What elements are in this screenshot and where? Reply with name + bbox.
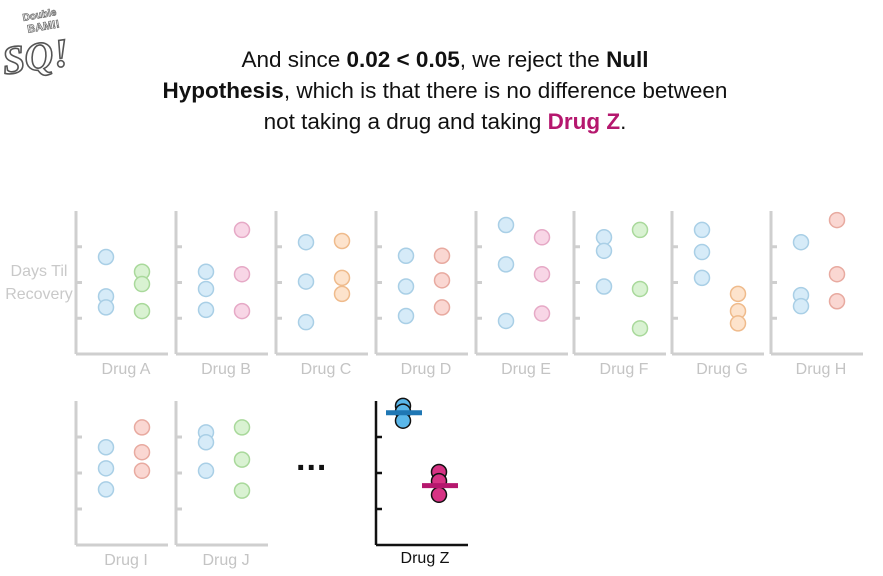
drug-c-control-point-3 [297,313,315,331]
drug-z-label: Drug Z [401,550,450,567]
drug-h-control-point-3 [792,297,810,315]
drug-c-drug-point-1 [333,232,351,250]
drug-i-control-point-3 [97,481,115,498]
headline-text-2: , we reject the [459,47,607,72]
sq-logo: Double BAM!! SQ! [2,7,72,82]
drug-b-drug-point-3 [233,302,251,320]
drug-g-drug-point-1 [729,285,747,303]
drug-e-control-point-3 [497,312,515,330]
drug-d-drug-point-3 [433,299,451,316]
drug-b-control-point-2 [197,280,215,298]
drug-e-label: Drug E [501,361,551,378]
drug-d-label: Drug D [401,361,452,378]
drug-j-drug-point-3 [233,482,251,499]
drug-a-control-point-1 [97,248,115,266]
drug-f-drug-point-3 [631,320,649,337]
drug-j-label: Drug J [202,552,249,569]
drug-d-control-point-3 [397,307,415,325]
drug-c-drug-point-3 [333,285,351,303]
drug-e-drug-point-1 [533,229,551,246]
drug-h-control-point-1 [792,233,810,251]
drug-b-drug-point-2 [233,265,251,283]
drug-a-control-point-3 [97,299,115,316]
drug-f-control-point-1 [595,229,613,246]
drug-g-control-point-2 [693,243,711,261]
y-axis-label-line1: Days Til [10,263,68,280]
drug-d-drug-point-2 [433,272,451,289]
headline-text-4: . [620,109,627,134]
ellipsis: ... [296,440,328,478]
drug-h-drug-point-1 [828,211,846,229]
drug-j-control-point-3 [197,462,215,480]
drug-b-control-point-3 [197,301,215,319]
drug-d-control-point-2 [397,278,415,295]
drug-i-label: Drug I [104,552,148,569]
logo-bam-text: BAM!! [26,18,60,35]
drug-b-control-point-1 [197,263,215,280]
drug-i-drug-point-1 [133,419,151,436]
headline-drug-z: Drug Z [547,109,621,134]
headline-bold-hypothesis: Hypothesis [162,78,284,103]
y-axis-label-line2: Recovery [5,286,73,303]
drug-c-drug-point-2 [333,269,351,287]
drug-j-control-point-2 [197,434,215,451]
drug-h-label: Drug H [796,361,847,378]
drug-c-control-point-1 [297,233,315,251]
drug-f-drug-point-1 [631,221,649,239]
headline-text-3: , which is that there is no difference b… [263,78,728,134]
drug-g-drug-point-3 [729,315,747,332]
drug-e-drug-point-2 [533,265,551,283]
drug-h-drug-point-3 [828,293,846,310]
drug-j-drug-point-1 [233,419,251,436]
drug-b-drug-point-1 [233,221,251,239]
drug-f-control-point-2 [595,242,613,260]
drug-c-control-point-2 [297,273,315,290]
drug-f-drug-point-2 [631,280,649,298]
drug-g-label: Drug G [696,361,748,378]
drug-e-drug-point-3 [533,305,551,322]
drug-g-control-point-1 [693,221,711,239]
drug-g-control-point-3 [693,269,711,287]
drug-i-drug-point-2 [133,443,151,461]
logo-sq-text: SQ! [2,30,72,82]
drug-a-drug-point-2 [133,275,151,293]
drug-z-control-point-3 [394,412,412,429]
drug-i-control-point-2 [97,460,115,477]
drug-f-label: Drug F [600,361,649,378]
drug-d-control-point-1 [397,247,415,264]
drug-j-drug-point-2 [233,451,251,468]
headline-text-1: And since [241,47,347,72]
y-axis-label: Days Til Recovery [0,260,78,306]
drug-b-label: Drug B [201,361,251,378]
drug-e-control-point-2 [497,256,515,273]
drug-i-drug-point-3 [133,462,151,480]
drug-z-drug-point-3 [430,486,448,504]
drug-h-drug-point-2 [828,265,846,283]
drug-c-label: Drug C [301,361,352,378]
drug-i-control-point-1 [97,438,115,456]
headline: And since 0.02 < 0.05, we reject the Nul… [150,44,740,137]
drug-a-label: Drug A [102,361,151,378]
headline-bold-comparison: 0.02 < 0.05 [346,47,460,72]
headline-bold-null: Null [606,47,649,72]
drug-a-drug-point-3 [133,302,151,320]
drug-d-drug-point-1 [433,247,451,264]
drug-f-control-point-3 [595,278,613,295]
drug-e-control-point-1 [497,216,515,234]
